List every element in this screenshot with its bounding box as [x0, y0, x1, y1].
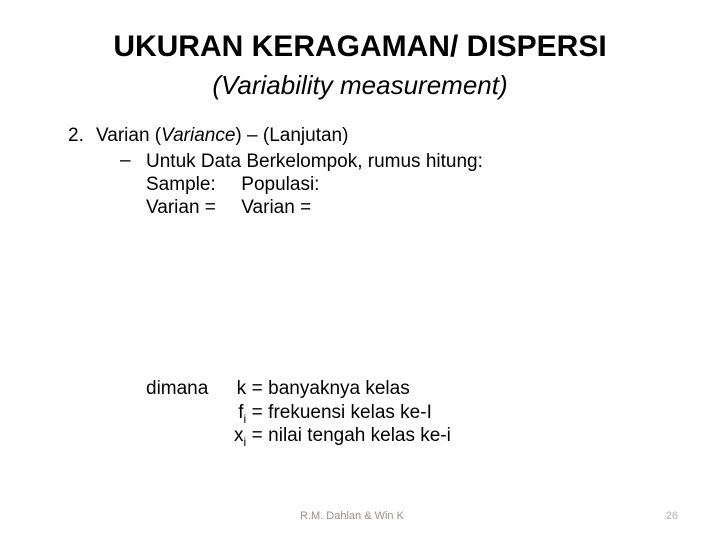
varian-eq-b: Varian = — [241, 197, 311, 218]
sub-line3: Varian = Varian = — [146, 197, 483, 219]
where-sym-2-t: x — [234, 425, 244, 446]
list-text: Varian (Variance) – (Lanjutan) — [96, 125, 348, 147]
where-block: dimana k = banyaknya kelas fi = frekuens… — [146, 378, 670, 449]
where-lead: dimana — [146, 378, 208, 399]
sub-body: Untuk Data Berkelompok, rumus hitung: Sa… — [146, 150, 483, 219]
footer-credit: R.M. Dahlan & Win K — [300, 510, 404, 522]
where-row-0: k = banyaknya kelas — [224, 378, 451, 402]
where-sym-1: fi — [224, 402, 246, 426]
where-sym-0: k — [224, 378, 246, 402]
list-number: 2. — [68, 125, 96, 147]
where-sym-2: xi — [224, 425, 246, 449]
where-eq-2: = — [246, 425, 268, 449]
sub-dash: – — [120, 150, 146, 219]
sub-line2: Sample: Populasi: — [146, 174, 483, 196]
where-table: k = banyaknya kelas fi = frekuensi kelas… — [224, 378, 451, 449]
formula-region: k ∑ fᵢ(xᵢ − x̄)² s² = i=1 ──────────── (… — [146, 229, 670, 366]
title-main: UKURAN KERAGAMAN/ DISPERSI — [113, 30, 606, 63]
varian-eq-a: Varian = — [146, 197, 236, 219]
where-eq-0: = — [246, 378, 268, 402]
formula-pop: k ∑ fᵢ(xᵢ − μ)² σ² = i=1 ──────────── k … — [418, 229, 615, 366]
footer: R.M. Dahlan & Win K 26 — [0, 510, 720, 522]
footer-page: 26 — [666, 510, 678, 522]
where-eq-1: = — [246, 402, 268, 426]
title-sub: (Variability measurement) — [212, 70, 507, 100]
where-def-1: frekuensi kelas ke-I — [268, 402, 432, 426]
where-sym-0-t: k — [237, 378, 247, 399]
formula-sample: k ∑ fᵢ(xᵢ − x̄)² s² = i=1 ──────────── (… — [146, 229, 328, 366]
populasi-label: Populasi: — [241, 174, 319, 195]
where-row-2: xi = nilai tengah kelas ke-i — [224, 425, 451, 449]
list-item-2: 2. Varian (Variance) – (Lanjutan) — [68, 125, 670, 147]
varian-suffix: ) – (Lanjutan) — [235, 125, 348, 146]
varian-italic: Variance — [161, 125, 235, 146]
sample-label: Sample: — [146, 174, 236, 196]
slide-title: UKURAN KERAGAMAN/ DISPERSI (Variability … — [50, 28, 670, 103]
varian-prefix: Varian ( — [96, 125, 161, 146]
sub-line1: Untuk Data Berkelompok, rumus hitung: — [146, 151, 483, 173]
sub-item: – Untuk Data Berkelompok, rumus hitung: … — [120, 150, 670, 219]
where-def-0: banyaknya kelas — [268, 378, 410, 402]
where-row-1: fi = frekuensi kelas ke-I — [224, 402, 451, 426]
where-def-2: nilai tengah kelas ke-i — [268, 425, 451, 449]
